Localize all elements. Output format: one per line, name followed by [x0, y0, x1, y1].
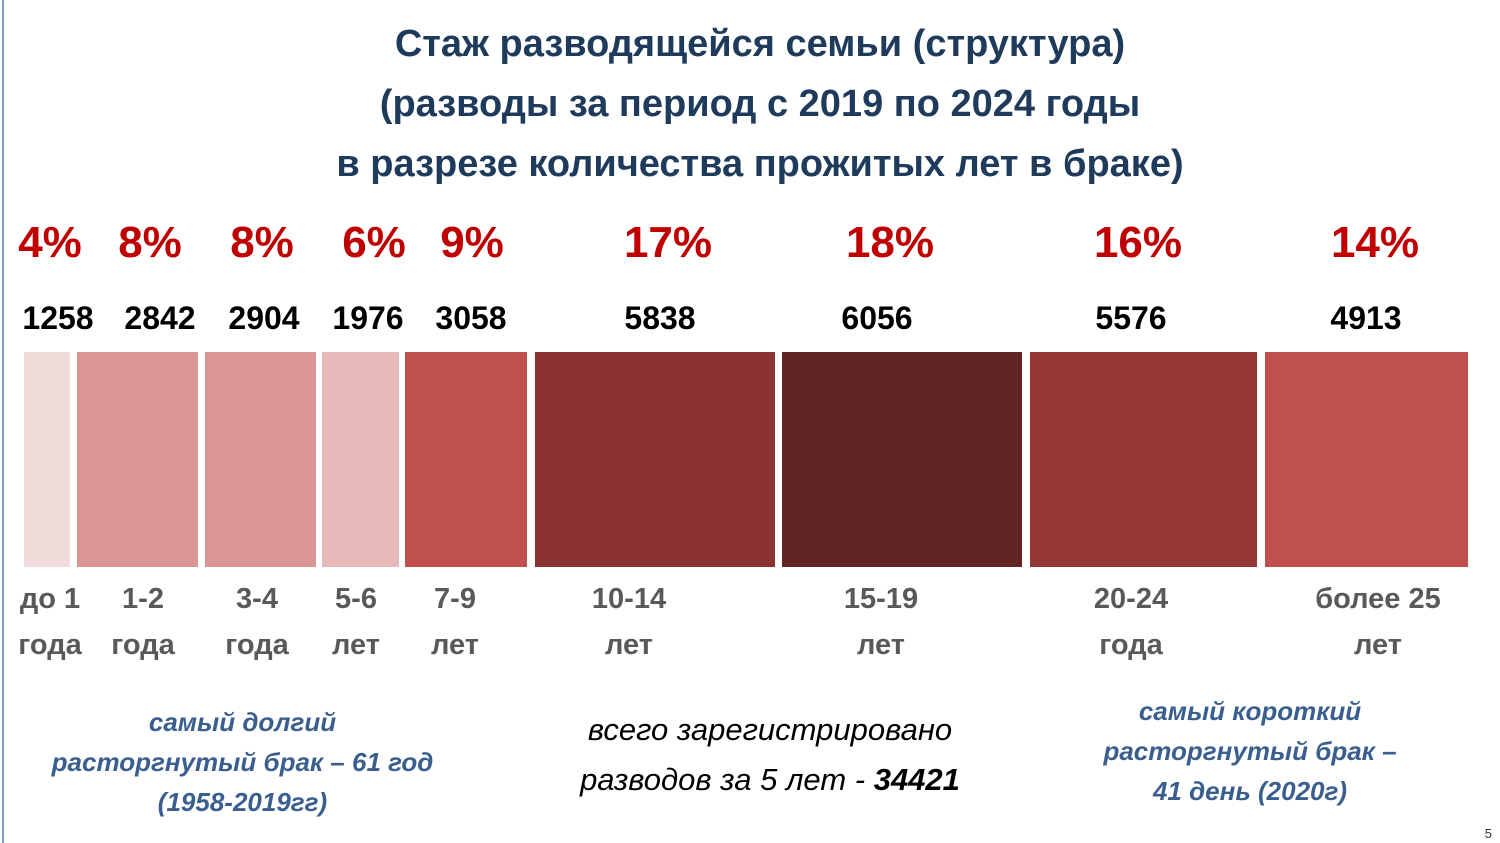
category-label-line: 3-4 — [236, 583, 278, 615]
percent-label: 6% — [342, 218, 406, 267]
category-label-line: года — [111, 629, 175, 661]
category-label: 10-14 лет — [539, 576, 719, 668]
page-number: 5 — [1484, 826, 1492, 841]
category-label-line: года — [1099, 629, 1163, 661]
category-label-line: 1-2 — [122, 583, 164, 615]
category-label-line: года — [18, 629, 82, 661]
category-label-line: года — [225, 629, 289, 661]
percent-label: 8% — [230, 218, 294, 267]
bar-segment — [782, 352, 1022, 567]
percent-label: 16% — [1093, 218, 1183, 267]
value-label: 2904 — [228, 300, 300, 336]
category-label: до 1 года — [0, 576, 140, 668]
category-label: 5-6 лет — [266, 576, 446, 668]
category-label: 15-19 лет — [791, 576, 971, 668]
title-line: Стаж разводящейся семьи (структура) — [394, 23, 1126, 65]
value-label: 3058 — [435, 300, 507, 336]
category-label: 7-9 лет — [365, 576, 545, 668]
category-label: 1-2 года — [53, 576, 233, 668]
total-line: всего зарегистрировано — [587, 712, 953, 747]
title-line: в разрезе количества прожитых лет в брак… — [336, 143, 1184, 185]
percent-label: 17% — [623, 218, 713, 267]
category-label: 3-4 года — [167, 576, 347, 668]
bar-segment — [322, 352, 399, 567]
category-label-line: более 25 — [1315, 583, 1441, 615]
category-label-line: лет — [857, 629, 905, 661]
category-label-line: 5-6 — [335, 583, 377, 615]
note-longest: самый долгий расторгнутый брак – 61 год … — [20, 702, 465, 822]
note-line: самый короткий — [1138, 696, 1362, 726]
value-label: 1976 — [332, 300, 404, 336]
note-line: (1958-2019гг) — [157, 787, 328, 817]
category-label-line: 20-24 — [1093, 583, 1169, 615]
category-label-line: 7-9 — [434, 583, 476, 615]
bar-segment — [1030, 352, 1257, 567]
category-label-line: лет — [605, 629, 653, 661]
category-label-line: 10-14 — [591, 583, 667, 615]
value-label: 5838 — [624, 300, 696, 336]
category-label-line: лет — [1354, 629, 1402, 661]
note-line: самый долгий — [148, 707, 337, 737]
bar-segment — [1265, 352, 1468, 567]
percent-label: 18% — [845, 218, 935, 267]
slide-edge-line — [2, 0, 4, 843]
total-note: всего зарегистрировано разводов за 5 лет… — [500, 705, 1040, 805]
category-label-line: 15-19 — [843, 583, 919, 615]
total-line: разводов за 5 лет - — [580, 762, 874, 797]
value-label: 5576 — [1095, 300, 1167, 336]
bar-segment — [205, 352, 316, 567]
value-label: 2842 — [124, 300, 196, 336]
title-line: (разводы за период с 2019 по 2024 годы — [379, 83, 1141, 125]
category-label-line: лет — [332, 629, 380, 661]
chart-title: Стаж разводящейся семьи (структура) (раз… — [0, 14, 1500, 194]
note-line: расторгнутый брак – — [1103, 736, 1397, 766]
category-label-line: лет — [431, 629, 479, 661]
bar-segment — [405, 352, 527, 567]
note-shortest: самый короткий расторгнутый брак – 41 де… — [1070, 691, 1430, 811]
category-label: 20-24 года — [1041, 576, 1221, 668]
category-label-line: до 1 — [19, 583, 81, 615]
percent-label: 9% — [440, 218, 504, 267]
percent-label: 8% — [118, 218, 182, 267]
total-value: 34421 — [873, 762, 960, 797]
percent-label: 4% — [18, 218, 82, 267]
note-line: 41 день (2020г) — [1152, 776, 1348, 806]
note-line: расторгнутый брак – 61 год — [51, 747, 434, 777]
bar-segment — [535, 352, 775, 567]
value-label: 1258 — [22, 300, 94, 336]
percent-label: 14% — [1330, 218, 1420, 267]
category-label: более 25 лет — [1288, 576, 1468, 668]
bar-segment — [77, 352, 198, 567]
bar-segment — [24, 352, 70, 567]
value-label: 6056 — [841, 300, 913, 336]
value-label: 4913 — [1330, 300, 1402, 336]
